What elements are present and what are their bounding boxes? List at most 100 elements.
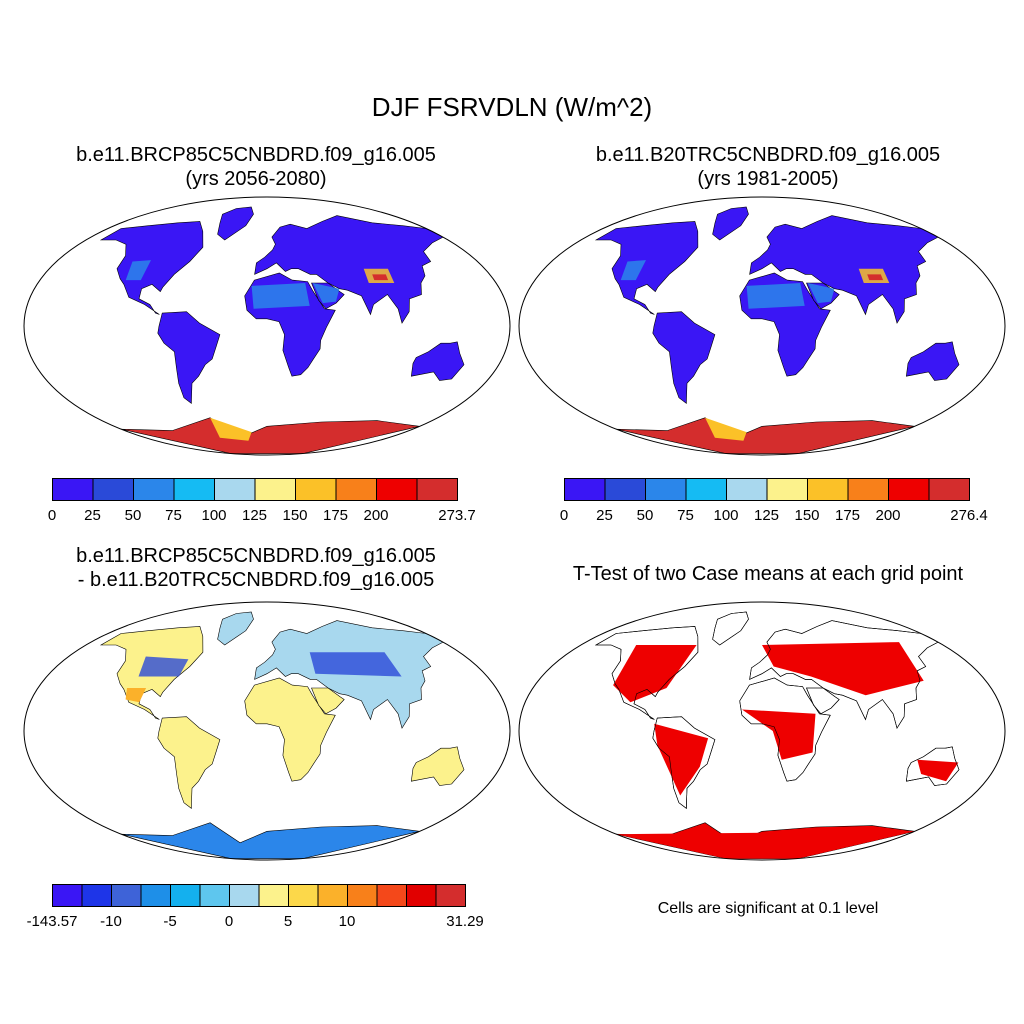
colorbar-tick-label: 273.7 xyxy=(438,507,476,524)
continent-southAmerica xyxy=(157,311,221,404)
antarctic-margin-region xyxy=(705,417,747,441)
colorbar-tick-label: 150 xyxy=(794,507,820,524)
colorbar-tick-label: 150 xyxy=(282,507,308,524)
map-border xyxy=(23,196,511,456)
high-albedo-region xyxy=(807,283,835,304)
map-panel-historical xyxy=(518,196,1006,456)
colorbar-box xyxy=(173,478,215,501)
significant-region xyxy=(616,831,915,859)
panel-2-years: (yrs 1981-2005) xyxy=(697,168,839,190)
panel-4-ttest-label: T-Test of two Case means at each grid po… xyxy=(572,563,964,585)
map-panel-future xyxy=(23,196,511,456)
colorbar-box xyxy=(435,884,466,907)
colorbar-box xyxy=(288,884,319,907)
significant-region xyxy=(654,723,709,796)
continent-greenland xyxy=(217,206,254,241)
continent-greenland xyxy=(712,206,749,241)
colorbar-box xyxy=(258,884,289,907)
colorbar-box xyxy=(170,884,201,907)
high-albedo-region xyxy=(620,260,646,281)
colorbar-box xyxy=(111,884,142,907)
high-albedo-region xyxy=(125,260,151,281)
continent-northAmerica xyxy=(594,221,699,315)
colorbar-tick-label: 125 xyxy=(241,507,268,524)
colorbar-tick-label: 10 xyxy=(338,913,356,930)
map-border xyxy=(23,601,511,861)
continent-greenland xyxy=(217,611,254,646)
continent-southAmerica xyxy=(652,311,716,404)
colorbar-box xyxy=(766,478,808,501)
high-albedo-region xyxy=(312,283,340,304)
colorbar-box xyxy=(685,478,727,501)
map-panel-ttest xyxy=(518,601,1006,861)
panel-2-title: b.e11.B20TRC5CNBDRD.f09_g16.005 (yrs 198… xyxy=(512,143,1024,191)
colorbar-tick-label: 0 xyxy=(559,507,569,524)
colorbar-tick-label: 0 xyxy=(47,507,57,524)
colorbar-tick-label: 175 xyxy=(322,507,349,524)
colorbar-future: 0 25 50 75 100 125 150 175 200 273.7 xyxy=(48,478,476,524)
continent-eurasia xyxy=(749,215,939,324)
colorbar-box xyxy=(229,884,260,907)
high-albedo-region xyxy=(746,283,805,309)
continent-africa xyxy=(244,677,336,782)
colorbar-box xyxy=(214,478,256,501)
panel-3-case-a: b.e11.BRCP85C5CNBDRD.f09_g16.005 xyxy=(76,545,436,567)
tibet-peak-region xyxy=(372,274,389,281)
colorbar-box xyxy=(199,884,230,907)
colorbar-tick-label: 0 xyxy=(224,913,234,930)
colorbar-box xyxy=(376,478,418,501)
colorbar-tick-label: 75 xyxy=(165,507,182,524)
colorbar-box xyxy=(406,884,437,907)
panel-1-case-name: b.e11.BRCP85C5CNBDRD.f09_g16.005 xyxy=(76,144,436,166)
colorbar-tick-label: -10 xyxy=(100,913,122,930)
colorbar-box xyxy=(254,478,296,501)
colorbar-box xyxy=(888,478,930,501)
continent-eurasia xyxy=(254,215,444,324)
colorbar-difference: -143.57 -10 -5 0 5 10 31.29 xyxy=(27,884,484,930)
colorbar-tick-label: 200 xyxy=(363,507,389,524)
colorbar-box xyxy=(928,478,970,501)
coastline-africa xyxy=(739,677,831,782)
colorbar-box xyxy=(295,478,337,501)
continent-australia xyxy=(410,746,465,786)
colorbar-box xyxy=(335,478,377,501)
continent-antarctica xyxy=(121,822,420,859)
colorbar-tick-label: 200 xyxy=(875,507,901,524)
colorbar-historical-boxes xyxy=(564,478,970,501)
coastline-arabia xyxy=(806,687,840,715)
negative-change-region xyxy=(138,656,189,677)
colorbar-box xyxy=(376,884,407,907)
colorbar-tick-label: 276.4 xyxy=(950,507,988,524)
panel-4-title: T-Test of two Case means at each grid po… xyxy=(512,562,1024,586)
continent-southAmerica xyxy=(157,716,221,809)
colorbar-box xyxy=(81,884,112,907)
figure-title: DJF FSRVDLN (W/m^2) xyxy=(371,92,653,122)
colorbar-tick-label: 50 xyxy=(636,507,654,524)
tibet-peak-region xyxy=(867,274,884,281)
colorbar-box xyxy=(347,884,378,907)
colorbar-tick-label: 50 xyxy=(124,507,142,524)
colorbar-box xyxy=(604,478,646,501)
significant-region xyxy=(762,642,924,696)
colorbar-tick-label: 100 xyxy=(201,507,227,524)
colorbar-box xyxy=(645,478,687,501)
colorbar-tick-label: 175 xyxy=(834,507,861,524)
coastline-southAmerica xyxy=(652,716,716,809)
map-panel-difference xyxy=(23,601,511,861)
colorbar-box xyxy=(133,478,175,501)
map-border xyxy=(518,601,1006,861)
colorbar-box xyxy=(140,884,171,907)
colorbar-tick-label: -143.57 xyxy=(26,913,78,930)
colorbar-box xyxy=(52,478,94,501)
colorbar-box xyxy=(564,478,606,501)
significant-region xyxy=(742,709,816,760)
colorbar-box xyxy=(52,884,83,907)
continent-northAmerica xyxy=(99,221,204,315)
significant-region xyxy=(917,759,959,782)
continent-australia xyxy=(410,341,465,381)
continent-australia xyxy=(905,341,960,381)
colorbar-tick-label: -5 xyxy=(163,913,177,930)
coastline-eurasia xyxy=(749,620,939,729)
panel-1-title: b.e11.BRCP85C5CNBDRD.f09_g16.005 (yrs 20… xyxy=(0,143,512,191)
panel-3-case-b: - b.e11.B20TRC5CNBDRD.f09_g16.005 xyxy=(77,569,435,591)
